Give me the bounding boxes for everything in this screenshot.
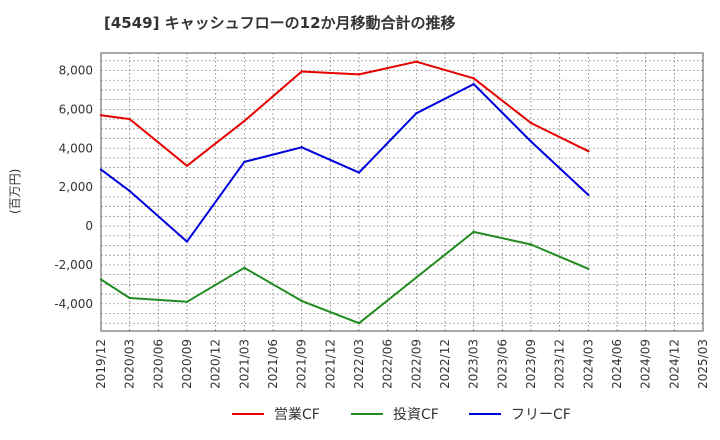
x-tick-label: 2021/09 [295,339,309,389]
chart-title: [4549] キャッシュフローの12か月移動合計の推移 [104,14,456,32]
x-tick-label: 2020/09 [180,339,194,389]
y-tick-label: 6,000 [59,102,93,116]
series-lines [99,60,590,325]
series-line [100,60,589,167]
legend: 営業CF 投資CF フリーCF [232,407,571,423]
data-point [357,73,361,76]
series-line [100,230,589,325]
x-axis-ticks: 2019/12 2020/03 2020/06 2020/09 2020/12 2021/… [94,339,710,389]
x-tick-label: 2020/12 [209,339,223,389]
data-point [99,278,103,281]
data-point [415,276,418,279]
y-tick-label: -2,000 [54,258,93,272]
legend-label: 投資CF [393,407,439,423]
data-point [128,117,131,121]
data-point [529,140,533,143]
y-tick-label: -4,000 [54,297,93,311]
data-point [357,322,361,325]
x-tick-label: 2021/03 [237,339,251,389]
x-tick-label: 2024/03 [581,339,595,389]
y-tick-label: 0 [85,219,93,233]
y-tick-label: 4,000 [59,141,93,155]
data-point [243,119,246,123]
plot-area [100,52,704,332]
data-point [472,230,475,234]
x-tick-label: 2023/09 [524,339,538,389]
x-tick-label: 2021/06 [266,339,280,389]
data-point [243,266,246,270]
x-tick-label: 2022/09 [409,339,423,389]
data-point [185,240,189,243]
data-point [185,300,189,304]
y-tick-label: 2,000 [59,180,93,194]
data-point [472,82,475,86]
legend-label: フリーCF [511,407,571,423]
x-tick-label: 2020/06 [151,339,165,389]
data-point [300,146,303,149]
data-point [587,149,590,153]
data-point [99,168,103,171]
data-point [99,114,103,117]
data-point [587,193,590,197]
y-axis-ticks: -4,000 -2,000 0 2,000 4,000 6,000 8,000 [54,63,93,310]
x-tick-label: 2020/03 [123,339,137,389]
y-tick-label: 8,000 [59,63,93,77]
x-tick-label: 2024/06 [610,339,624,389]
x-tick-label: 2023/06 [495,339,509,389]
data-point [529,243,533,246]
series-line [100,83,589,243]
data-point [587,267,590,270]
grid-lines [100,53,704,331]
x-tick-label: 2022/12 [438,339,452,389]
data-point [357,171,361,174]
data-point [128,189,131,193]
x-tick-label: 2023/03 [467,339,481,389]
x-tick-label: 2022/03 [352,339,366,389]
x-tick-label: 2024/09 [639,339,653,389]
data-point [128,296,131,300]
x-tick-label: 2021/12 [323,339,337,389]
data-point [529,121,533,125]
x-tick-label: 2019/12 [94,339,108,389]
data-point [300,299,303,303]
x-tick-label: 2024/12 [667,339,681,389]
x-tick-label: 2025/03 [696,339,710,389]
legend-label: 営業CF [274,407,320,423]
x-tick-label: 2022/06 [381,339,395,389]
data-point [300,70,303,73]
data-point [472,77,475,80]
data-point [415,112,418,115]
data-point [415,60,418,63]
data-point [243,160,246,164]
data-point [185,164,189,167]
x-tick-label: 2023/12 [553,339,567,389]
